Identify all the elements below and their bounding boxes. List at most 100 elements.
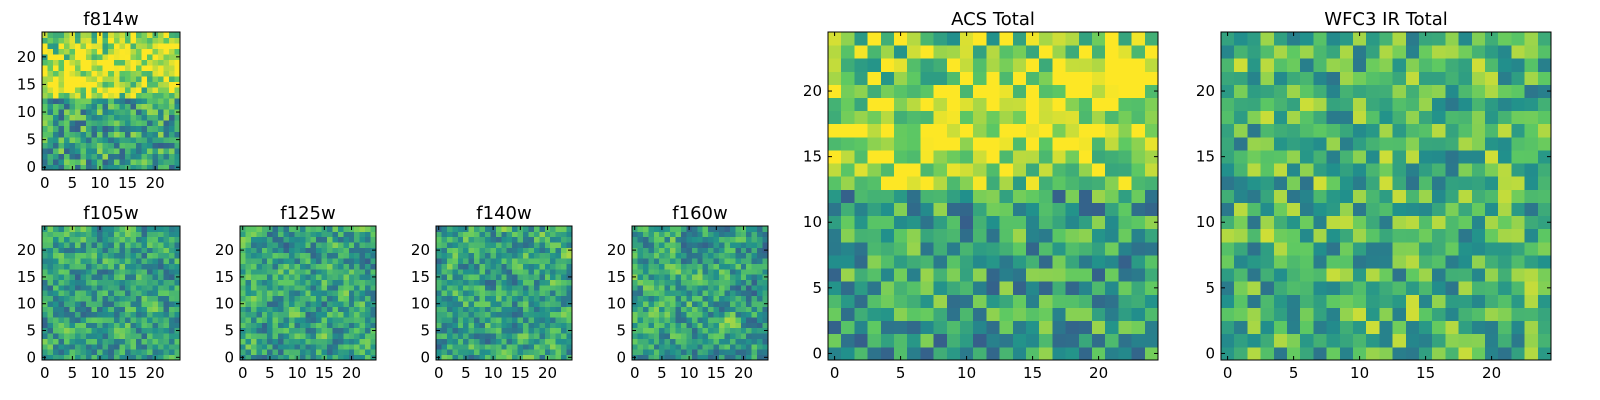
heatmap-cell	[135, 70, 142, 77]
heatmap-cell	[762, 333, 769, 339]
heatmap-cell	[157, 274, 164, 280]
heatmap-cell	[1131, 281, 1146, 295]
heatmap-cell	[1026, 110, 1040, 125]
heatmap-cell	[1485, 150, 1499, 164]
heatmap-cell	[867, 189, 882, 203]
heatmap-cell	[245, 301, 252, 307]
heatmap-cell	[762, 306, 769, 313]
heatmap-cell	[163, 70, 170, 77]
heatmap-cell	[1511, 346, 1525, 361]
heatmap-cell	[80, 274, 87, 280]
heatmap-cell	[708, 242, 714, 248]
heatmap-cell	[479, 311, 486, 318]
heatmap-cell	[157, 279, 164, 286]
heatmap-cell	[288, 349, 295, 356]
heatmap-cell	[80, 231, 87, 238]
heatmap-cell	[108, 343, 115, 350]
heatmap-cell	[757, 354, 763, 361]
heatmap-cell	[130, 43, 137, 49]
heatmap-cell	[479, 333, 486, 339]
heatmap-cell	[1234, 346, 1248, 361]
heatmap-cell	[58, 65, 65, 72]
heatmap-cell	[119, 153, 126, 160]
heatmap-cell	[561, 354, 567, 361]
heatmap-cell	[299, 327, 306, 334]
heatmap-cell	[327, 322, 333, 329]
heatmap-cell	[1078, 71, 1093, 85]
axes-frame	[41, 31, 181, 171]
heatmap-cell	[163, 153, 170, 160]
heatmap-cell	[740, 306, 747, 313]
heatmap-cell	[152, 301, 159, 307]
heatmap-cell	[664, 317, 671, 323]
heatmap-cell	[91, 349, 98, 356]
heatmap-cell	[1247, 215, 1261, 230]
heatmap-cell	[894, 84, 908, 98]
heatmap-cell	[113, 295, 120, 302]
heatmap-cell	[1287, 320, 1301, 335]
heatmap-cell	[1524, 202, 1539, 217]
heatmap-cell	[1471, 202, 1486, 217]
heatmap-cell	[1273, 281, 1288, 295]
heatmap-cell	[740, 252, 747, 259]
heatmap-cell	[751, 322, 758, 329]
heatmap-cell	[946, 71, 961, 85]
heatmap-cell	[555, 290, 562, 297]
heatmap-cell	[1144, 123, 1159, 138]
heatmap-cell	[946, 136, 961, 151]
heatmap-cell	[321, 284, 328, 291]
heatmap-cell	[310, 274, 317, 280]
heatmap-cell	[86, 164, 93, 171]
heatmap-cell	[452, 311, 459, 318]
heatmap-cell	[53, 158, 59, 165]
heatmap-cell	[1273, 241, 1288, 256]
heatmap-cell	[370, 317, 377, 323]
heatmap-cell	[47, 258, 54, 264]
heatmap-cell	[724, 284, 731, 291]
heatmap-cell	[130, 142, 137, 149]
heatmap-cell	[1405, 294, 1420, 308]
heatmap-cell	[946, 215, 961, 230]
heatmap-cell	[632, 306, 638, 313]
heatmap-cell	[550, 338, 557, 345]
heatmap-cell	[680, 343, 687, 350]
heatmap-cell	[642, 274, 649, 280]
heatmap-cell	[119, 231, 126, 238]
heatmap-cell	[141, 333, 148, 339]
heatmap-cell	[539, 311, 546, 318]
heatmap-cell	[58, 87, 65, 94]
heatmap-cell	[1221, 163, 1235, 177]
heatmap-cell	[267, 317, 274, 323]
heatmap-cell	[58, 252, 65, 259]
heatmap-cell	[506, 252, 513, 259]
heatmap-cell	[240, 322, 246, 329]
heatmap-cell	[337, 252, 344, 259]
heatmap-cell	[348, 327, 355, 334]
heatmap-cell	[1379, 215, 1393, 230]
heatmap-cell	[124, 131, 131, 138]
heatmap-cell	[152, 242, 159, 248]
heatmap-cell	[348, 247, 355, 254]
heatmap-cell	[642, 226, 649, 232]
heatmap-cell	[163, 125, 170, 132]
heatmap-cell	[168, 322, 175, 329]
heatmap-cell	[1273, 123, 1288, 138]
heatmap-cell	[1366, 163, 1380, 177]
heatmap-cell	[1537, 136, 1552, 151]
heatmap-cell	[130, 136, 137, 143]
heatmap-cell	[719, 338, 725, 345]
heatmap-cell	[751, 290, 758, 297]
heatmap-cell	[686, 247, 693, 254]
heatmap-cell	[135, 349, 142, 356]
heatmap-cell	[544, 268, 551, 275]
heatmap-cell	[157, 153, 164, 160]
heatmap-cell	[561, 247, 567, 254]
heatmap-cell	[53, 131, 59, 138]
heatmap-cell	[119, 65, 126, 72]
heatmap-cell	[42, 98, 48, 105]
heatmap-cell	[278, 301, 284, 307]
heatmap-cell	[135, 333, 142, 339]
heatmap-cell	[474, 231, 480, 238]
heatmap-cell	[920, 45, 934, 59]
heatmap-cell	[907, 84, 921, 98]
